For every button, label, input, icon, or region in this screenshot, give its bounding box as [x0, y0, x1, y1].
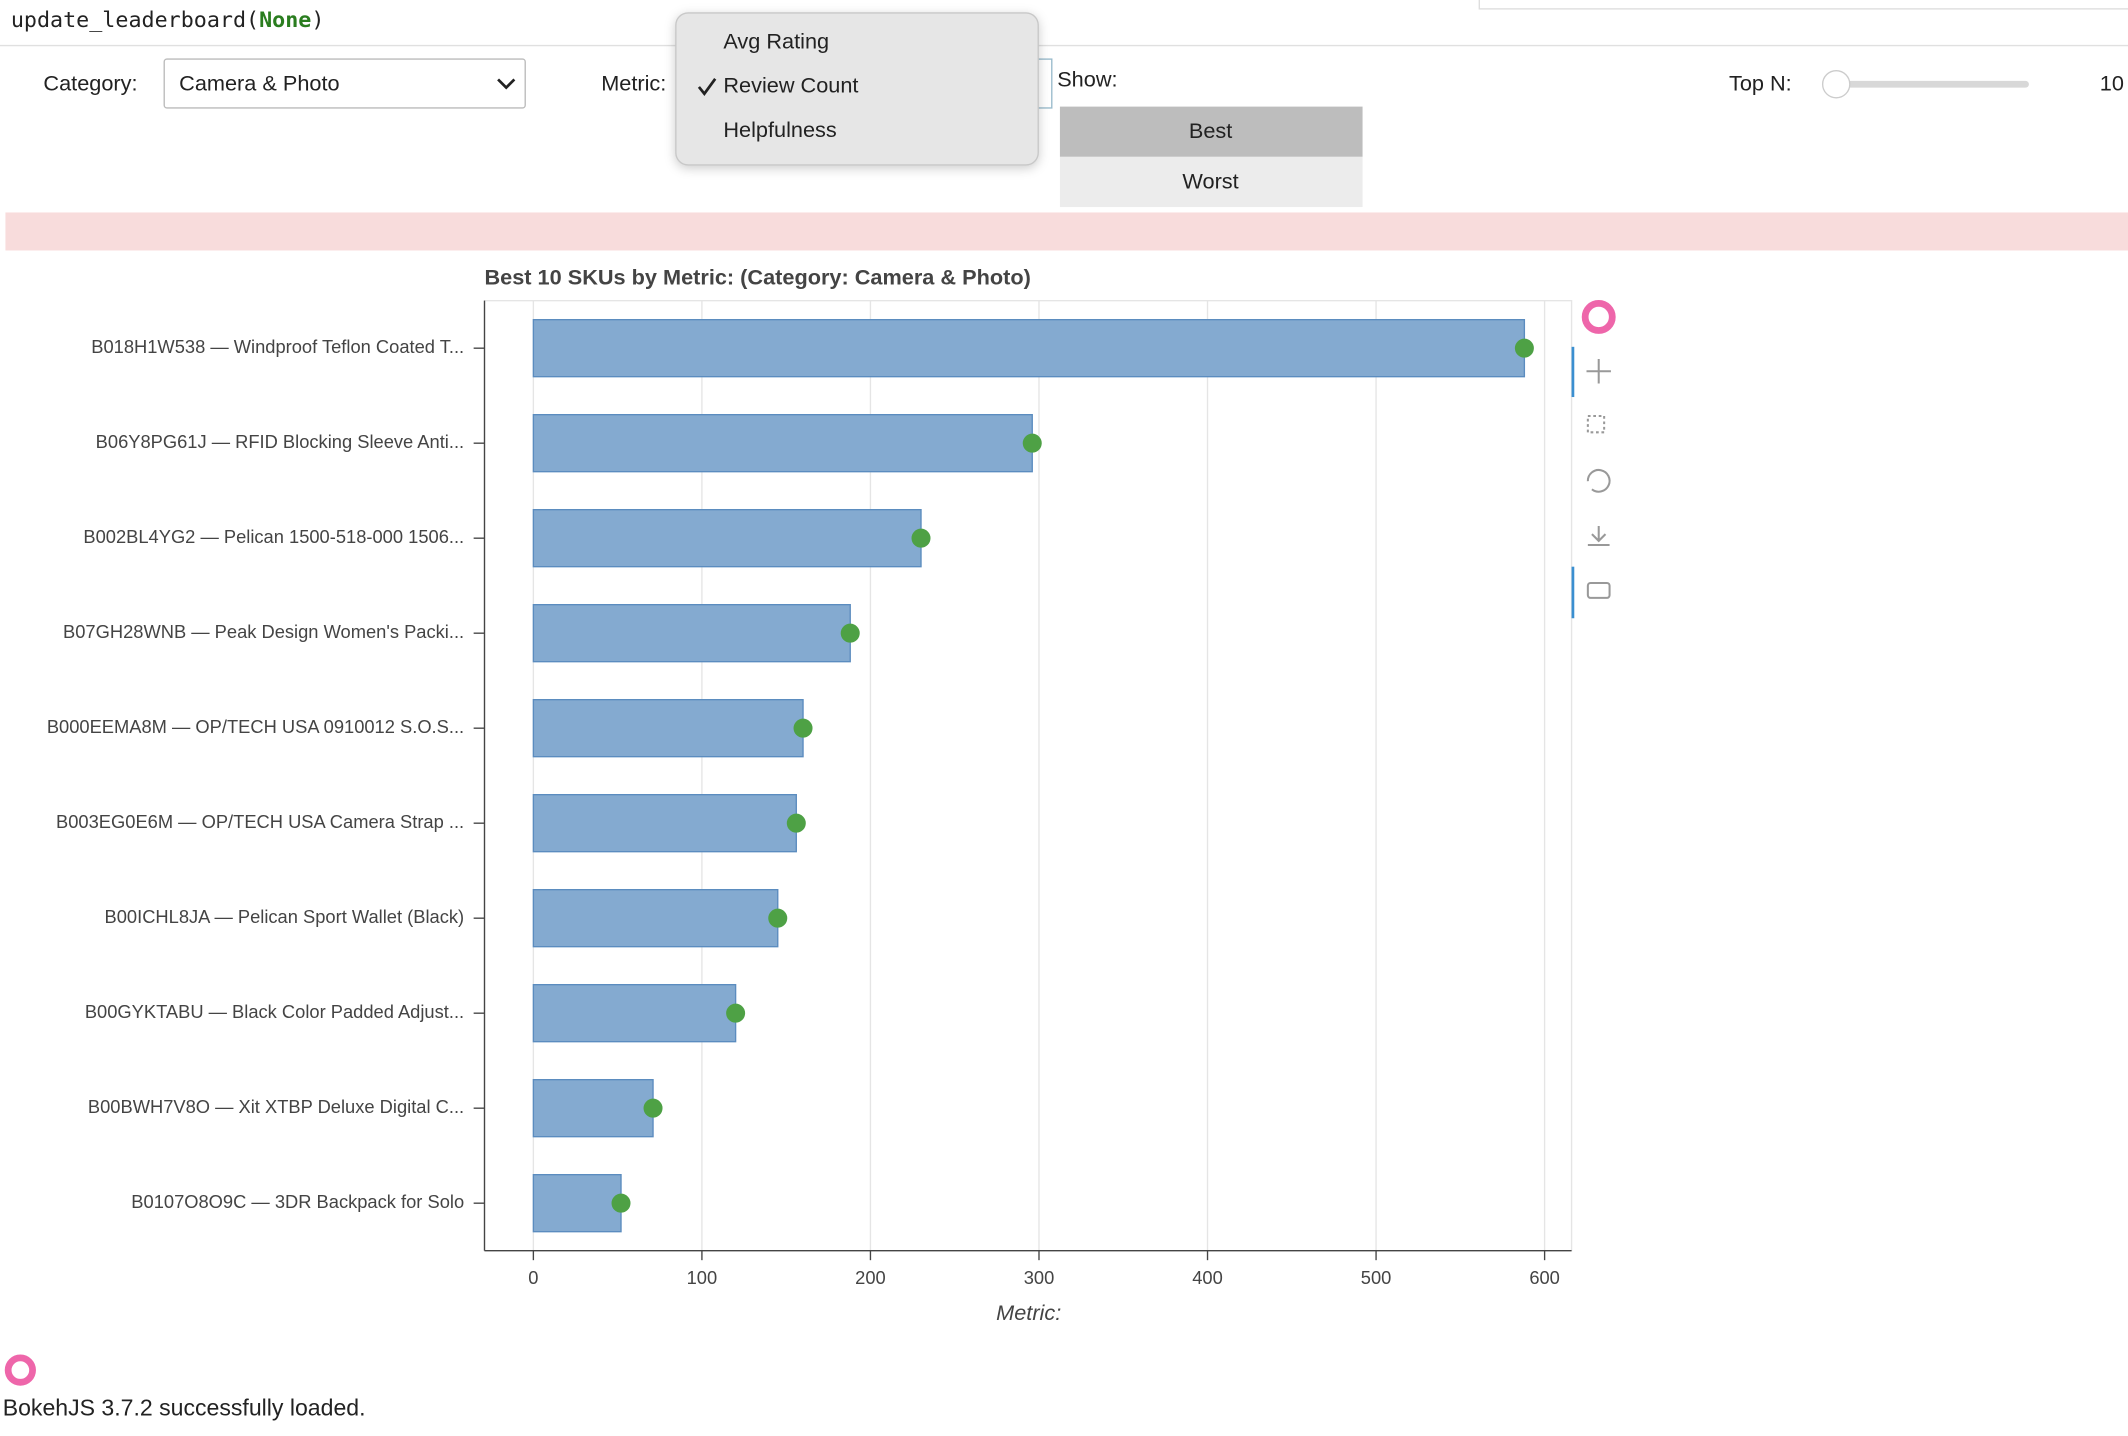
box-zoom-tool[interactable] — [1586, 415, 1606, 434]
x-tick-label: 400 — [1192, 1267, 1223, 1288]
x-tick-label: 200 — [855, 1267, 886, 1288]
metric-option[interactable]: Helpfulness — [723, 117, 837, 142]
y-tick-label: B0107O8O9C — 3DR Backpack for Solo — [131, 1191, 464, 1212]
output-box — [1478, 0, 2128, 10]
y-tick-label: B07GH28WNB — Peak Design Women's Packi..… — [63, 621, 464, 642]
x-tick-label: 300 — [1024, 1267, 1055, 1288]
bar — [532, 604, 851, 663]
hover-tool[interactable] — [1586, 581, 1611, 599]
bar — [532, 889, 779, 948]
marker-dot — [1022, 433, 1042, 453]
marker-dot — [840, 623, 860, 643]
chart: Best 10 SKUs by Metric: (Category: Camer… — [47, 265, 1573, 1325]
x-tick-label: 0 — [528, 1267, 538, 1288]
select-arrow — [497, 78, 516, 90]
metric-option[interactable]: Avg Rating — [723, 29, 829, 54]
bar — [532, 319, 1526, 378]
topn-value: 10 — [2100, 71, 2124, 96]
marker-dot — [726, 1003, 746, 1023]
marker-dot — [643, 1098, 663, 1118]
save-tool[interactable] — [1587, 525, 1610, 546]
code-arg: None — [259, 8, 311, 33]
marker-dot — [911, 528, 931, 548]
marker-dot — [768, 908, 788, 928]
slider-track[interactable] — [1836, 80, 2029, 88]
show-label: Show: — [1057, 67, 1117, 92]
category-value: Camera & Photo — [179, 71, 339, 96]
x-tick-label: 600 — [1529, 1267, 1560, 1288]
y-tick-label: B000EEMA8M — OP/TECH USA 0910012 S.O.S..… — [47, 716, 464, 737]
metric-menu — [675, 12, 1039, 166]
pan-tool[interactable] — [1586, 359, 1611, 384]
category-label: Category: — [43, 71, 137, 96]
show-option: Worst — [1182, 168, 1238, 193]
x-tick-label: 500 — [1361, 1267, 1392, 1288]
marker-dot — [611, 1193, 631, 1213]
y-tick-label: B003EG0E6M — OP/TECH USA Camera Strap ..… — [56, 811, 464, 832]
y-tick-label: B018H1W538 — Windproof Teflon Coated T..… — [91, 336, 464, 357]
y-tick-label: B00GYKTABU — Black Color Padded Adjust..… — [85, 1001, 464, 1022]
toolbar — [1571, 300, 1616, 619]
show-option: Best — [1189, 118, 1232, 143]
bar — [532, 414, 1033, 473]
metric-option[interactable]: Review Count — [723, 73, 858, 98]
code-close: ) — [311, 8, 324, 33]
show-button[interactable] — [1059, 106, 1363, 157]
slider-handle[interactable] — [1821, 69, 1851, 99]
marker-dot — [786, 813, 806, 833]
y-tick-label: B06Y8PG61J — RFID Blocking Sleeve Anti..… — [96, 431, 464, 452]
bokeh-logo — [4, 1354, 36, 1386]
topn-label: Top N: — [1729, 71, 1792, 96]
footer-status: BokehJS 3.7.2 successfully loaded. — [3, 1395, 366, 1421]
bar — [532, 1079, 654, 1138]
marker-dot — [1514, 338, 1534, 358]
bar — [532, 984, 737, 1043]
bar — [532, 509, 922, 568]
x-tick-label: 100 — [687, 1267, 718, 1288]
reset-tool[interactable] — [1586, 469, 1611, 493]
bar — [532, 794, 797, 853]
error-banner — [5, 212, 2128, 251]
checkmark — [697, 77, 717, 96]
y-tick-label: B00BWH7V8O — Xit XTBP Deluxe Digital C..… — [88, 1096, 464, 1117]
metric-label: Metric: — [601, 71, 666, 96]
code-line: update_leaderboard(None) — [11, 8, 325, 33]
chart-title: Best 10 SKUs by Metric: (Category: Camer… — [485, 265, 1031, 290]
bar — [532, 699, 804, 758]
bar — [532, 1174, 622, 1233]
y-tick-label: B00ICHL8JA — Pelican Sport Wallet (Black… — [105, 906, 465, 927]
category-select[interactable] — [163, 58, 526, 109]
y-tick-label: B002BL4YG2 — Pelican 1500-518-000 1506..… — [83, 526, 464, 547]
show-button[interactable] — [1059, 156, 1363, 208]
x-axis-label: Metric: — [996, 1300, 1061, 1325]
code-call: update_leaderboard( — [11, 8, 259, 33]
marker-dot — [793, 718, 813, 738]
bokeh-logo — [1581, 300, 1616, 334]
